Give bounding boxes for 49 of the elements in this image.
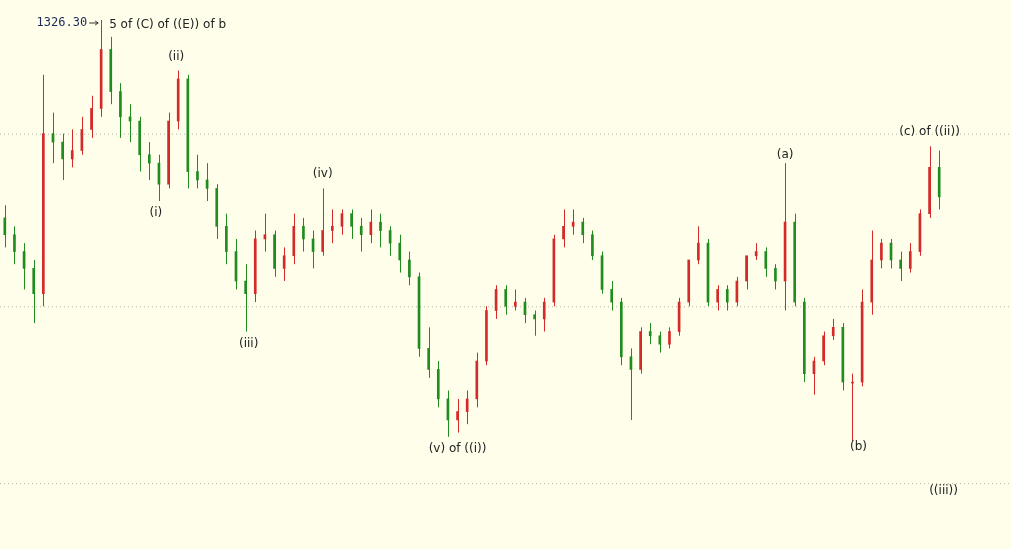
candlestick — [610, 280, 613, 311]
candlestick — [456, 398, 459, 434]
candlestick — [764, 246, 768, 278]
candlestick — [716, 284, 719, 311]
candlestick — [774, 263, 777, 290]
candlestick — [398, 234, 402, 274]
candlestick — [504, 284, 508, 316]
candlestick — [668, 326, 671, 349]
candlestick — [581, 217, 585, 244]
annotation: (ii) — [168, 48, 185, 63]
candlestick — [147, 141, 151, 181]
candlestick — [13, 225, 16, 265]
candlestick — [244, 263, 247, 333]
annotation: (i) — [149, 205, 163, 220]
annotation: (b) — [850, 439, 867, 454]
text: ((iii)) — [929, 483, 958, 498]
candlestick — [880, 238, 883, 269]
candlestick — [514, 288, 517, 311]
candlestick — [408, 251, 411, 286]
candlestick — [350, 208, 353, 240]
annotation: (iv) — [312, 165, 333, 180]
candlestick — [321, 187, 325, 257]
candlestick — [331, 208, 334, 244]
annotation: (a) — [776, 147, 794, 162]
annotation: (c) of ((ii)) — [899, 124, 960, 139]
candlestick — [831, 318, 835, 341]
candlestick — [908, 242, 912, 274]
candlestick — [591, 230, 594, 261]
annotation: (v) of ((i)) — [428, 440, 487, 455]
candlestick — [359, 217, 363, 253]
annotation: 1326.30 — [36, 15, 88, 30]
annotation: 5 of (C) of ((E)) of b — [109, 17, 227, 32]
candlestick — [427, 326, 430, 379]
candlestick — [725, 284, 729, 311]
candlestick — [90, 95, 93, 139]
candlestick — [3, 204, 7, 248]
candlestick — [70, 128, 74, 168]
candlestick — [697, 225, 700, 265]
candlestick — [196, 154, 199, 189]
annotation: (iii) — [238, 335, 259, 350]
candlestick — [542, 297, 546, 333]
candlestick — [533, 310, 536, 337]
candlestick — [379, 213, 382, 248]
candlestick — [465, 389, 469, 425]
candlestick — [61, 133, 64, 181]
candlestick — [302, 217, 305, 253]
candlestick — [899, 251, 902, 282]
candlestick — [562, 208, 565, 248]
candlestick — [648, 322, 652, 345]
